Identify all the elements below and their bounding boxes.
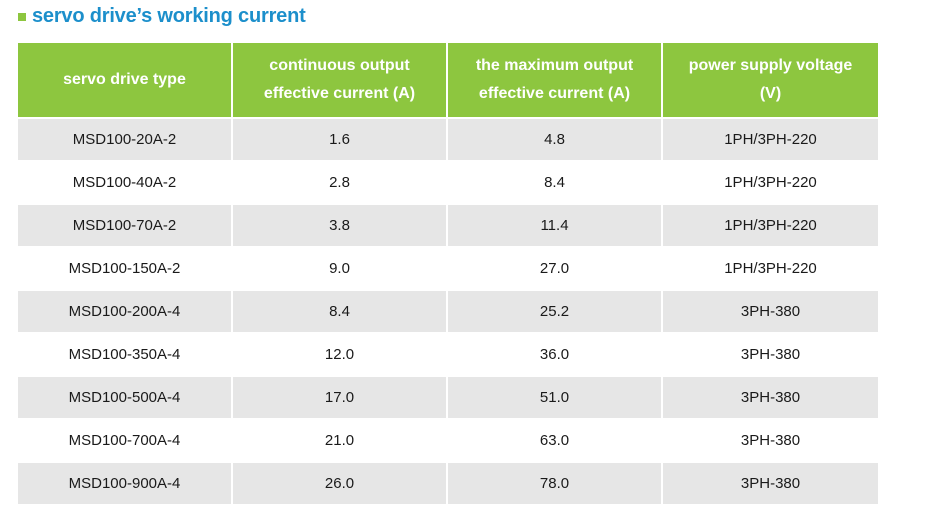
column-header-line: power supply voltage — [688, 57, 853, 74]
column-header-line: (V) — [759, 85, 782, 102]
cell-max-current: 27.0 — [448, 248, 661, 289]
cell-drive-type: MSD100-150A-2 — [18, 248, 231, 289]
column-header-supply-voltage: power supply voltage (V) — [663, 43, 878, 117]
cell-continuous-current: 8.4 — [233, 291, 446, 332]
cell-max-current: 78.0 — [448, 463, 661, 504]
cell-drive-type: MSD100-500A-4 — [18, 377, 231, 418]
table-row: MSD100-150A-2 9.0 27.0 1PH/3PH-220 — [18, 248, 878, 289]
table-row: MSD100-40A-2 2.8 8.4 1PH/3PH-220 — [18, 162, 878, 203]
table-row: MSD100-20A-2 1.6 4.8 1PH/3PH-220 — [18, 119, 878, 160]
column-header-line: continuous output — [269, 57, 410, 74]
cell-continuous-current: 2.8 — [233, 162, 446, 203]
column-header-max-current: the maximum output effective current (A) — [448, 43, 661, 117]
table-row: MSD100-500A-4 17.0 51.0 3PH-380 — [18, 377, 878, 418]
cell-max-current: 63.0 — [448, 420, 661, 461]
cell-supply-voltage: 3PH-380 — [663, 377, 878, 418]
table-row: MSD100-700A-4 21.0 63.0 3PH-380 — [18, 420, 878, 461]
cell-continuous-current: 1.6 — [233, 119, 446, 160]
cell-continuous-current: 21.0 — [233, 420, 446, 461]
cell-max-current: 4.8 — [448, 119, 661, 160]
section-title: servo drive’s working current — [32, 4, 306, 27]
cell-continuous-current: 12.0 — [233, 334, 446, 375]
cell-max-current: 8.4 — [448, 162, 661, 203]
cell-supply-voltage: 3PH-380 — [663, 334, 878, 375]
cell-continuous-current: 3.8 — [233, 205, 446, 246]
cell-continuous-current: 9.0 — [233, 248, 446, 289]
cell-drive-type: MSD100-70A-2 — [18, 205, 231, 246]
cell-supply-voltage: 3PH-380 — [663, 291, 878, 332]
table-row: MSD100-350A-4 12.0 36.0 3PH-380 — [18, 334, 878, 375]
table-row: MSD100-70A-2 3.8 11.4 1PH/3PH-220 — [18, 205, 878, 246]
cell-supply-voltage: 3PH-380 — [663, 420, 878, 461]
column-header-line: effective current (A) — [263, 85, 416, 102]
square-bullet-icon — [18, 13, 26, 21]
cell-drive-type: MSD100-900A-4 — [18, 463, 231, 504]
column-header-line: servo drive type — [63, 71, 186, 88]
cell-supply-voltage: 1PH/3PH-220 — [663, 205, 878, 246]
table-row: MSD100-900A-4 26.0 78.0 3PH-380 — [18, 463, 878, 504]
cell-drive-type: MSD100-40A-2 — [18, 162, 231, 203]
cell-max-current: 25.2 — [448, 291, 661, 332]
cell-drive-type: MSD100-350A-4 — [18, 334, 231, 375]
section-title-row: servo drive’s working current — [18, 3, 306, 29]
servo-current-table: servo drive type continuous output effec… — [16, 41, 880, 506]
cell-supply-voltage: 1PH/3PH-220 — [663, 162, 878, 203]
column-header-line: the maximum output — [475, 57, 634, 74]
cell-drive-type: MSD100-700A-4 — [18, 420, 231, 461]
table-row: MSD100-200A-4 8.4 25.2 3PH-380 — [18, 291, 878, 332]
cell-drive-type: MSD100-200A-4 — [18, 291, 231, 332]
cell-continuous-current: 17.0 — [233, 377, 446, 418]
cell-max-current: 36.0 — [448, 334, 661, 375]
column-header-continuous-current: continuous output effective current (A) — [233, 43, 446, 117]
cell-max-current: 11.4 — [448, 205, 661, 246]
cell-drive-type: MSD100-20A-2 — [18, 119, 231, 160]
column-header-type: servo drive type — [18, 43, 231, 117]
column-header-line: effective current (A) — [478, 85, 631, 102]
cell-supply-voltage: 3PH-380 — [663, 463, 878, 504]
cell-supply-voltage: 1PH/3PH-220 — [663, 248, 878, 289]
cell-continuous-current: 26.0 — [233, 463, 446, 504]
cell-max-current: 51.0 — [448, 377, 661, 418]
table-header-row: servo drive type continuous output effec… — [18, 43, 878, 117]
cell-supply-voltage: 1PH/3PH-220 — [663, 119, 878, 160]
